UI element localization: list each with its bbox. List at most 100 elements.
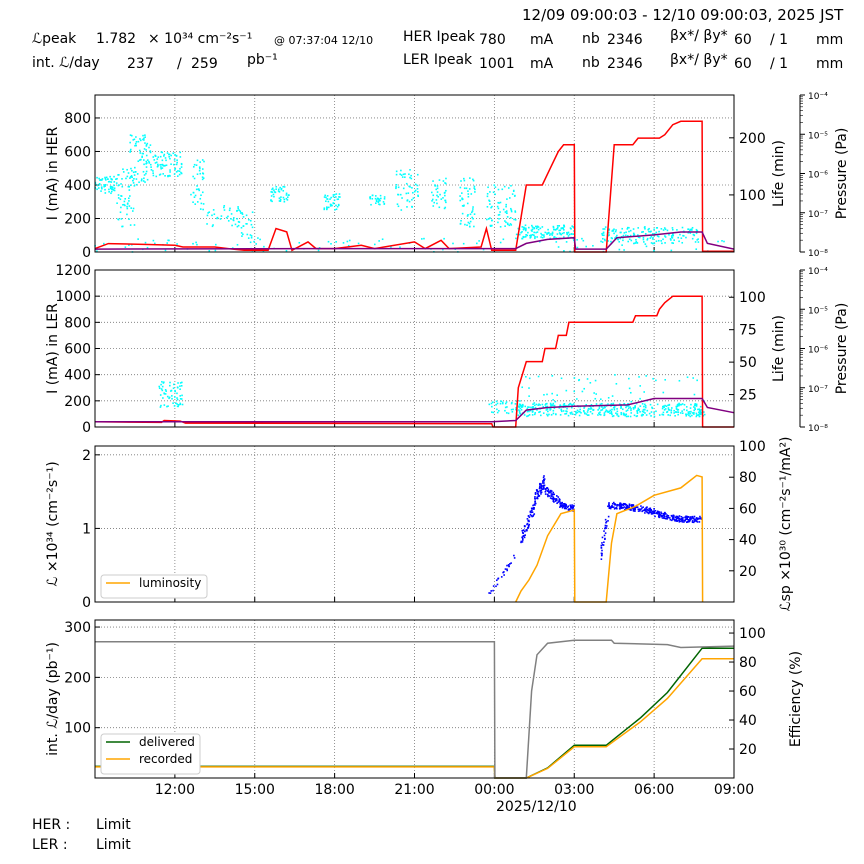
scatter-point [156, 158, 159, 160]
scatter-point [444, 206, 447, 209]
scatter-point [227, 220, 230, 222]
scatter-point [687, 412, 690, 415]
scatter-point [563, 231, 565, 234]
scatter-point [689, 232, 692, 234]
scatter-point [161, 385, 164, 388]
scatter-point [604, 410, 607, 413]
scatter-point [143, 159, 145, 161]
scatter-point [547, 228, 549, 231]
scatter-point [655, 231, 658, 234]
scatter-point [608, 410, 611, 413]
y-tick-label: 300 [64, 620, 91, 636]
scatter-point [134, 142, 137, 145]
scatter-point [203, 160, 205, 163]
scatter-point [530, 514, 533, 517]
scatter-point [534, 502, 537, 505]
scatter-point [542, 480, 544, 483]
scatter-point [627, 403, 629, 405]
scatter-point [615, 412, 617, 415]
scatter-point [534, 493, 537, 495]
scatter-point [505, 221, 507, 224]
scatter-point [522, 235, 525, 238]
scatter-point [503, 571, 505, 573]
scatter-point [671, 235, 673, 237]
scatter-point [618, 505, 621, 507]
scatter-point [124, 197, 127, 200]
scatter-point [540, 485, 543, 488]
scatter-point [585, 404, 588, 406]
scatter-point [689, 407, 692, 409]
scatter-point [196, 201, 199, 203]
scatter-point [689, 229, 691, 232]
scatter-point [286, 199, 289, 201]
scatter-point [100, 179, 103, 181]
scatter-point [613, 405, 616, 408]
scatter-point [698, 521, 701, 523]
scatter-point [196, 159, 199, 162]
scatter-point [612, 415, 615, 417]
scatter-point [115, 178, 117, 181]
scatter-point [545, 406, 547, 408]
scatter-point [169, 169, 171, 171]
scatter-specific-luminosity [488, 475, 703, 594]
scatter-point [199, 167, 201, 170]
scatter-point [694, 404, 696, 407]
scatter-point [637, 234, 639, 236]
scatter-point [628, 387, 631, 390]
scatter-point [175, 402, 177, 405]
scatter-point [177, 382, 179, 384]
lpeak-label: ℒpeak [32, 31, 77, 47]
scatter-point [675, 407, 678, 409]
scatter-point [285, 194, 288, 196]
scatter-point [174, 396, 176, 398]
scatter-point [325, 200, 327, 203]
scatter-point [616, 410, 619, 413]
scatter-point [473, 185, 476, 188]
scatter-point [176, 403, 179, 405]
scatter-point [611, 504, 613, 507]
scatter-point [529, 234, 531, 237]
scatter-point [629, 406, 631, 409]
ler-nb-label: nb [582, 55, 600, 71]
scatter-point [576, 411, 579, 414]
scatter-point [497, 201, 500, 204]
scatter-point [279, 198, 282, 201]
scatter-point [626, 226, 629, 229]
scatter-point [527, 525, 530, 528]
scatter-point [530, 507, 533, 510]
scatter-point [400, 174, 403, 176]
scatter-point [603, 534, 606, 537]
scatter-point [626, 505, 629, 507]
scatter-point [109, 175, 111, 178]
scatter-point [630, 239, 633, 242]
scatter-point [413, 190, 416, 193]
scatter-point [211, 225, 214, 228]
scatter-point [117, 218, 120, 221]
scatter-point [140, 158, 142, 161]
scatter-point [519, 413, 522, 415]
scatter-point [542, 405, 545, 408]
scatter-point [444, 182, 446, 184]
scatter-point [671, 407, 673, 409]
scatter-point [532, 504, 534, 507]
scatter-point [194, 194, 197, 197]
scatter-point [649, 510, 651, 513]
scatter-point [409, 169, 411, 171]
scatter-point [664, 236, 667, 238]
scatter-point [648, 412, 651, 415]
scatter-point [159, 164, 162, 166]
scatter-point [521, 529, 524, 532]
scatter-point [628, 503, 631, 506]
scatter-point [198, 166, 201, 168]
scatter-point [510, 224, 513, 226]
scatter-point [406, 206, 408, 208]
scatter-point [534, 497, 536, 500]
scatter-point [275, 188, 277, 191]
scatter-point [576, 246, 579, 249]
scatter-point [549, 409, 551, 411]
scatter-point [526, 529, 528, 532]
scatter-point [616, 234, 618, 237]
scatter-point [519, 405, 521, 408]
pressure-tick-label: 10⁻⁴ [808, 92, 828, 102]
scatter-point [680, 237, 683, 240]
